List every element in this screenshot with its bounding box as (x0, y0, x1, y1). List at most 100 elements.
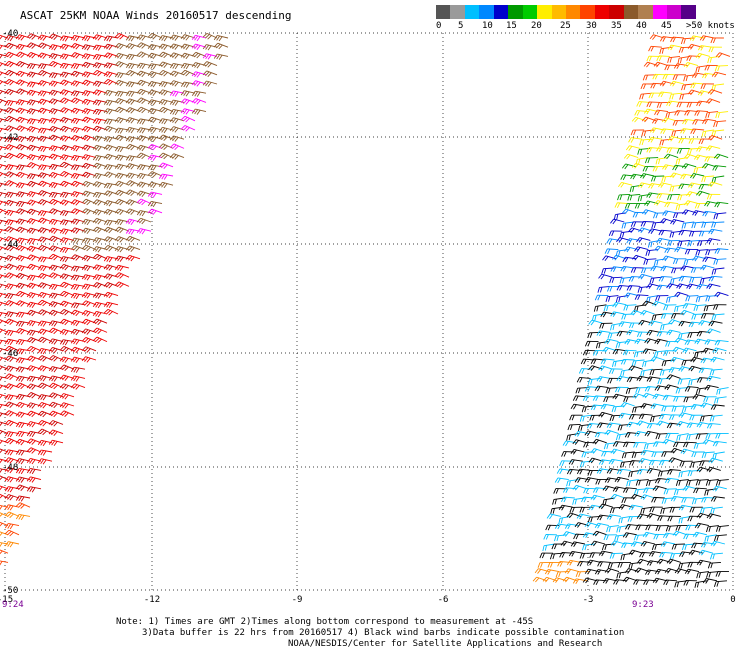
barb-flag (18, 312, 23, 318)
barb-flag (86, 311, 91, 317)
barb-shaft (8, 494, 20, 499)
barb-flag (86, 155, 91, 161)
wind-barb (136, 152, 152, 160)
barb-flag (572, 395, 577, 401)
barb-flag (31, 210, 36, 216)
barb-flag (662, 210, 666, 216)
barb-flag (701, 368, 705, 374)
barb-flag (51, 310, 56, 316)
wind-barb (59, 97, 75, 105)
barb-shaft (0, 219, 9, 223)
barb-flag (73, 71, 78, 77)
barb-flag (40, 128, 45, 134)
barb-flag (634, 338, 639, 344)
barb-flag (660, 128, 664, 134)
barb-flag (62, 393, 67, 399)
wind-barb (48, 309, 64, 317)
barb-flag (0, 192, 3, 198)
barb-flag (31, 91, 36, 97)
barb-flag (141, 165, 146, 171)
wind-barb (158, 81, 174, 88)
barb-flag (73, 135, 78, 141)
wind-barb (169, 143, 185, 151)
barb-flag (604, 338, 609, 344)
wind-barb (191, 90, 207, 97)
wind-barb (103, 273, 119, 280)
barb-shaft (621, 368, 633, 372)
barb-flag (15, 366, 20, 372)
wind-barb (37, 382, 53, 390)
barb-shaft (709, 328, 721, 333)
barb-flag (64, 211, 69, 217)
barb-shaft (0, 98, 9, 103)
barb-shaft (96, 301, 108, 306)
barb-flag (677, 195, 680, 201)
barb-shaft (85, 356, 97, 361)
barb-flag (718, 388, 721, 395)
barb-shaft (107, 125, 119, 131)
barb-flag (53, 384, 58, 390)
wind-barb (70, 375, 86, 382)
barb-flag (128, 144, 133, 150)
barb-flag (73, 329, 78, 335)
barb-flag (218, 36, 223, 42)
barb-flag (7, 495, 12, 500)
barb-flag (59, 35, 64, 41)
wind-barb (81, 134, 97, 142)
barb-flag (73, 266, 78, 272)
barb-shaft (661, 138, 673, 141)
barb-flag (644, 349, 649, 355)
barb-flag (18, 183, 23, 188)
barb-flag (625, 396, 629, 402)
wind-barb (92, 246, 108, 253)
barb-flag (587, 332, 590, 339)
barb-flag (31, 321, 36, 327)
wind-barb (59, 374, 75, 381)
barb-flag (18, 126, 23, 131)
barb-flag (706, 238, 710, 244)
barb-flag (15, 136, 20, 141)
barb-flag (26, 218, 31, 223)
barb-flag (687, 241, 690, 247)
wind-barb (15, 272, 31, 280)
barb-flag (53, 329, 58, 335)
wind-barb (26, 199, 42, 206)
barb-flag (73, 35, 78, 41)
barb-flag (29, 439, 34, 445)
barb-flag (147, 208, 153, 214)
barb-flag (687, 295, 691, 302)
barb-flag (664, 74, 668, 80)
wind-barb (15, 60, 31, 68)
barb-flag (29, 34, 34, 39)
barb-flag (626, 285, 630, 291)
barb-flag (183, 82, 188, 88)
wind-barb (136, 34, 152, 41)
barb-flag (117, 246, 122, 252)
barb-flag (620, 359, 624, 365)
barb-flag (29, 238, 34, 244)
wind-barb (37, 227, 53, 234)
barb-flag (644, 200, 648, 206)
wind-barb (70, 328, 86, 336)
barb-flag (7, 220, 12, 225)
barb-flag (590, 320, 595, 326)
barb-flag (48, 172, 53, 177)
barb-flag (9, 117, 14, 123)
barb-flag (20, 274, 25, 280)
barb-flag (191, 35, 196, 40)
wind-barb (59, 410, 75, 417)
barb-flag (644, 338, 649, 344)
wind-barb (711, 129, 725, 137)
barb-flag (652, 128, 657, 134)
barb-flag (697, 250, 701, 256)
barb-flag (0, 90, 3, 96)
wind-barb (136, 135, 152, 142)
barb-shaft (713, 175, 725, 179)
barb-flag (202, 70, 208, 76)
wind-barb (92, 336, 108, 344)
barb-flag (64, 376, 69, 381)
wind-barb (689, 276, 703, 283)
barb-flag (9, 173, 14, 178)
wind-barb (147, 164, 163, 171)
barb-shaft (695, 166, 707, 169)
